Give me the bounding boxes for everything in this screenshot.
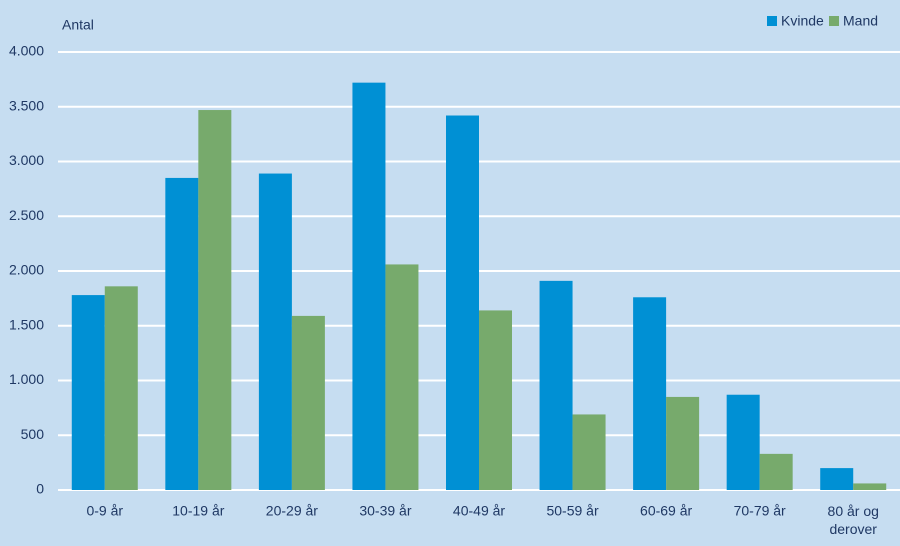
- x-tick-label: 40-49 år: [453, 503, 505, 519]
- y-tick-label: 0: [36, 481, 44, 497]
- y-axis-label: Antal: [62, 17, 94, 33]
- bar: [198, 110, 232, 490]
- x-tick-label: 70-79 år: [734, 503, 786, 519]
- bar: [258, 173, 292, 491]
- x-tick-label: 30-39 år: [359, 503, 411, 519]
- bar: [666, 396, 700, 490]
- y-tick-label: 1.500: [9, 316, 44, 332]
- legend-label: Mand: [843, 13, 878, 29]
- legend-swatch: [829, 16, 839, 26]
- x-tick-label: 80 år og derover: [828, 503, 879, 537]
- y-tick-label: 3.000: [9, 152, 44, 168]
- bar: [572, 414, 606, 490]
- bar: [820, 468, 854, 490]
- y-tick-label: 500: [21, 426, 45, 442]
- y-tick-label: 1.000: [9, 371, 44, 387]
- bar: [726, 394, 760, 490]
- bar: [539, 280, 573, 490]
- legend-swatch: [767, 16, 777, 26]
- bar: [479, 310, 512, 490]
- x-tick-label: 20-29 år: [266, 503, 318, 519]
- y-tick-label: 4.000: [9, 43, 44, 59]
- y-tick-label: 3.500: [9, 97, 44, 113]
- bar: [853, 483, 887, 490]
- bar: [446, 115, 479, 490]
- bar: [352, 82, 386, 490]
- x-tick-label: 10-19 år: [172, 503, 224, 519]
- bar: [165, 177, 199, 491]
- y-tick-label: 2.000: [9, 262, 44, 278]
- y-tick-label: 2.500: [9, 207, 44, 223]
- x-tick-label: 50-59 år: [546, 503, 598, 519]
- x-tick-label: 60-69 år: [640, 503, 692, 519]
- x-tick-label: 0-9 år: [86, 503, 123, 519]
- bar: [291, 315, 325, 490]
- bar: [759, 453, 793, 490]
- bar: [104, 286, 138, 490]
- bar: [633, 297, 667, 490]
- bar: [71, 295, 105, 490]
- bar: [385, 264, 419, 490]
- legend-label: Kvinde: [781, 13, 824, 29]
